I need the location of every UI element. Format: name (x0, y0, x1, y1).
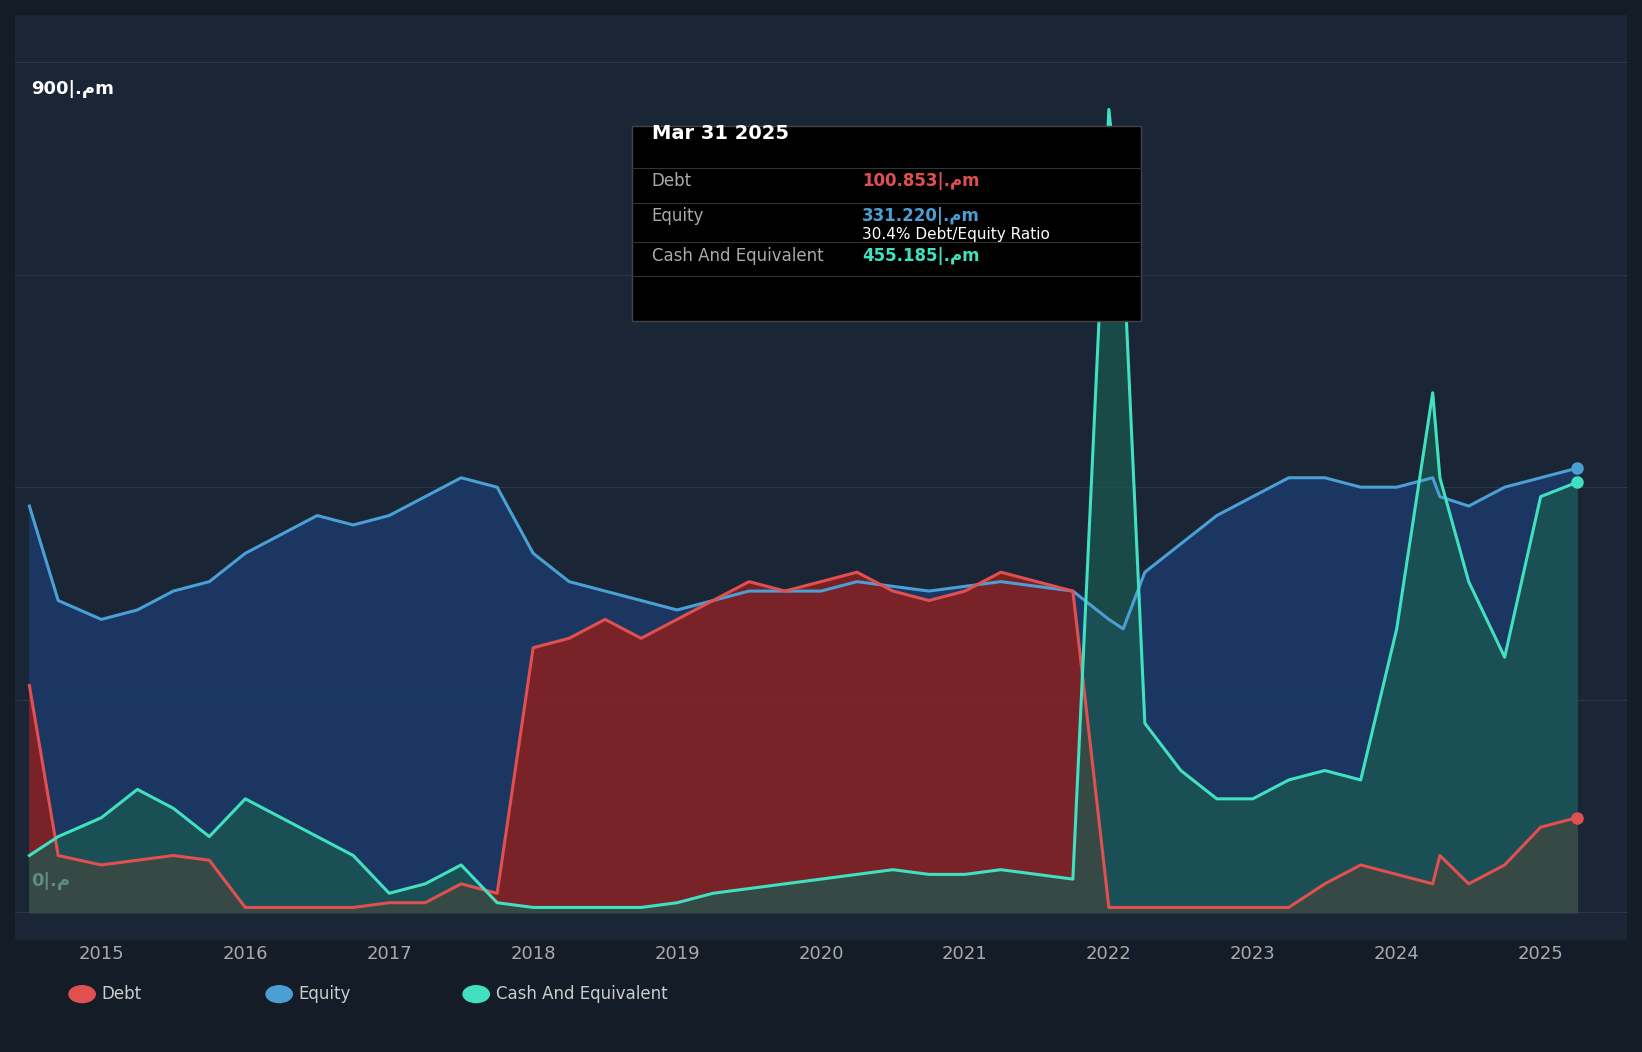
Text: Mar 31 2025: Mar 31 2025 (652, 124, 788, 143)
Text: Equity: Equity (299, 985, 351, 1004)
Text: Cash And Equivalent: Cash And Equivalent (496, 985, 668, 1004)
Text: 0|.م: 0|.م (31, 872, 71, 890)
Text: Cash And Equivalent: Cash And Equivalent (652, 247, 824, 265)
Text: 331.220|.مm: 331.220|.مm (862, 207, 980, 225)
Text: 30.4% Debt/Equity Ratio: 30.4% Debt/Equity Ratio (862, 227, 1049, 242)
Text: 455.185|.مm: 455.185|.مm (862, 247, 980, 265)
Text: 100.853|.مm: 100.853|.مm (862, 173, 980, 190)
Text: Debt: Debt (102, 985, 141, 1004)
Text: 900|.مm: 900|.مm (31, 80, 113, 98)
Text: Equity: Equity (652, 207, 704, 225)
Text: Debt: Debt (652, 173, 691, 190)
